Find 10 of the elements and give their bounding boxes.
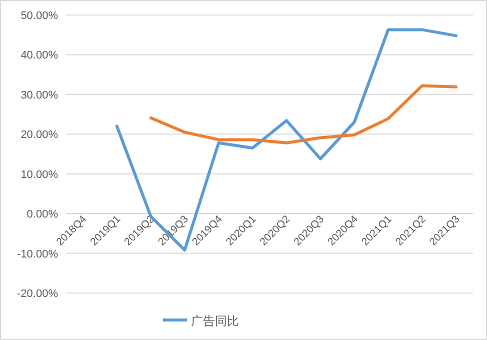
y-tick-label: -20.00% <box>17 288 58 300</box>
y-tick-label: 40.00% <box>20 50 58 62</box>
y-tick-label: -10.00% <box>17 248 58 260</box>
y-tick-label: 50.00% <box>20 10 58 22</box>
legend-label: 广告同比 <box>191 314 239 328</box>
y-tick-label: 0.00% <box>26 208 58 221</box>
line-series <box>149 84 458 144</box>
y-tick-label: 30.00% <box>20 89 58 102</box>
y-tick-label: 10.00% <box>20 168 58 181</box>
y-tick-label: 20.00% <box>20 129 58 142</box>
